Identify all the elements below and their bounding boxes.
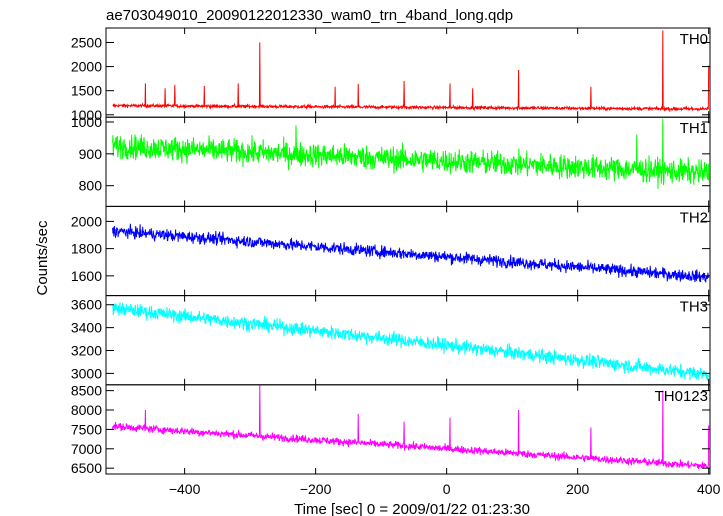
panel-frame xyxy=(105,27,711,118)
x-axis-title: Time [sec] 0 = 2009/01/22 01:23:30 xyxy=(294,501,530,516)
y-tick-label: 1500 xyxy=(71,83,102,99)
y-tick-label: 3600 xyxy=(71,297,102,313)
y-tick-label: 800 xyxy=(79,178,103,194)
panel-th3: 3000 3200 3400 3600 TH3 xyxy=(71,295,711,386)
y-tick-label: 3400 xyxy=(71,320,102,336)
y-tick-label: 1800 xyxy=(71,241,102,257)
x-tick-label: 0 xyxy=(443,481,451,497)
y-tick-label: 2500 xyxy=(71,34,102,50)
panel-frame xyxy=(105,205,711,297)
x-tick-label: −400 xyxy=(169,481,201,497)
y-tick-label: 2000 xyxy=(71,59,102,75)
x-axis: −400 −200 0 200 400 xyxy=(169,481,721,497)
panel-th2: 1600 1800 2000 TH2 xyxy=(71,205,711,297)
y-tick-label: 3200 xyxy=(71,342,102,358)
panel-label-th0: TH0 xyxy=(680,31,708,48)
y-tick-label: 6500 xyxy=(71,460,102,476)
y-tick-label: 2000 xyxy=(71,213,102,229)
series-line-th1 xyxy=(112,118,710,189)
x-tick-label: −200 xyxy=(300,481,332,497)
panel-label-th1: TH1 xyxy=(680,120,708,137)
x-tick-label: 200 xyxy=(566,481,590,497)
y-tick-label: 900 xyxy=(79,146,103,162)
series-line-th3 xyxy=(112,302,710,382)
series-line-th0123 xyxy=(112,384,710,470)
panel-label-th2: TH2 xyxy=(680,209,708,226)
y-tick-label: 8000 xyxy=(71,402,102,418)
series-line-th0 xyxy=(112,30,710,113)
y-tick-label: 7500 xyxy=(71,421,102,437)
panel-th0: 1000 1500 2000 2500 TH0 xyxy=(71,27,711,123)
y-tick-label: 3000 xyxy=(71,365,102,381)
y-axis-title: Counts/sec xyxy=(34,220,51,296)
y-tick-label: 8500 xyxy=(71,383,102,399)
y-tick-label: 7000 xyxy=(71,441,102,457)
panel-th1: 800 900 1000 TH1 xyxy=(71,114,711,207)
panel-frame xyxy=(105,295,711,386)
panel-label-th3: TH3 xyxy=(680,299,708,316)
chart-title: ae703049010_20090122012330_wam0_trn_4ban… xyxy=(106,7,513,24)
series-line-th2 xyxy=(112,223,710,283)
y-tick-label: 1000 xyxy=(71,114,102,130)
panel-th0123: 6500 7000 7500 8000 8500 TH0123 xyxy=(71,383,711,476)
panels-group: 1000 1500 2000 2500 TH0 800 900 1000 TH1 1600 1800… xyxy=(71,27,711,476)
y-tick-label: 1000 xyxy=(71,107,102,123)
y-tick-label: 1600 xyxy=(71,268,102,284)
panel-label-th0123: TH0123 xyxy=(655,388,708,405)
x-tick-label: 400 xyxy=(697,481,721,497)
